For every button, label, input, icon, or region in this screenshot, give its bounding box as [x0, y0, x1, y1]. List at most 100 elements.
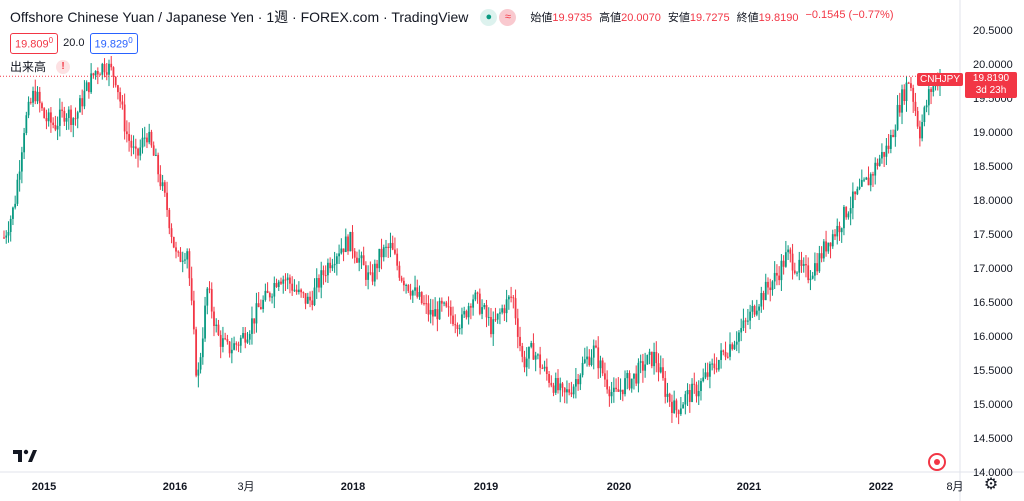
candle-body	[776, 272, 778, 276]
candle-body	[255, 303, 258, 324]
candle-body	[461, 314, 463, 329]
candle-body	[927, 89, 930, 106]
candle-body	[695, 384, 698, 397]
candle-body	[306, 296, 309, 304]
open-value: 19.9735	[552, 12, 593, 24]
candle-body	[717, 359, 720, 370]
candle-body	[47, 112, 50, 122]
ask-button[interactable]: 19.8290	[89, 33, 138, 54]
candle-body	[673, 400, 676, 413]
candle-body	[215, 324, 218, 327]
wave-icon[interactable]: ≈	[499, 8, 517, 26]
candle-body	[802, 264, 805, 266]
candle-body	[286, 277, 289, 281]
record-icon[interactable]	[928, 453, 946, 471]
last-price-tag: 19.8190 3d 23h	[965, 72, 1017, 98]
candle-body	[90, 73, 93, 93]
candle-body	[128, 134, 130, 141]
tradingview-logo-icon[interactable]	[10, 441, 38, 469]
circle-dot-icon[interactable]: ●	[480, 8, 498, 26]
candle-body	[907, 82, 910, 84]
candle-body	[146, 137, 148, 143]
candle-body	[648, 351, 651, 355]
candle-body	[764, 281, 767, 301]
candle-body	[771, 281, 774, 291]
candle-body	[210, 289, 213, 312]
warning-icon[interactable]: !	[56, 59, 71, 74]
candle-body	[713, 363, 716, 369]
volume-indicator[interactable]: 出来高 !	[10, 58, 71, 75]
candle-body	[796, 272, 798, 274]
candle-body	[297, 289, 300, 293]
candle-body	[539, 354, 542, 368]
gear-icon[interactable]: ⚙	[983, 476, 999, 493]
candle-body	[251, 318, 253, 334]
candle-body	[170, 228, 173, 237]
candle-body	[271, 296, 273, 298]
candle-body	[67, 109, 70, 119]
candle-body	[807, 265, 810, 281]
candle-body	[691, 383, 693, 402]
candle-body	[916, 111, 919, 127]
candle-body	[773, 272, 776, 282]
candle-body	[168, 209, 171, 229]
candle-body	[159, 174, 162, 187]
candle-body	[617, 389, 620, 392]
candle-body	[679, 408, 682, 415]
candle-body	[778, 275, 781, 281]
candle-body	[787, 249, 789, 253]
change-value: −0.1545 (−0.77%)	[805, 9, 894, 21]
candle-body	[335, 256, 338, 264]
candle-body	[601, 360, 604, 374]
candle-body	[181, 260, 184, 262]
candle-body	[72, 118, 75, 125]
candle-body	[918, 126, 921, 139]
candle-body	[467, 306, 470, 318]
candle-body	[52, 122, 55, 125]
candle-body	[512, 297, 515, 299]
candle-body	[541, 367, 544, 369]
candle-body	[311, 300, 314, 306]
price-tick-label: 18.5000	[973, 161, 1013, 173]
candle-body	[930, 89, 932, 92]
candle-body	[273, 282, 276, 297]
candle-body	[865, 177, 868, 180]
candle-body	[322, 270, 325, 276]
candle-body	[54, 124, 57, 130]
candle-body	[295, 289, 298, 293]
candle-body	[340, 248, 343, 254]
candle-body	[619, 389, 622, 392]
candle-body	[233, 343, 235, 350]
candle-body	[333, 263, 336, 266]
candle-body	[563, 387, 566, 393]
candle-body	[644, 364, 647, 371]
candle-body	[505, 299, 508, 314]
candle-body	[344, 236, 347, 253]
candle-body	[418, 292, 421, 297]
candle-body	[503, 308, 506, 314]
candle-body	[932, 86, 935, 92]
candle-body	[559, 383, 562, 391]
candle-body	[228, 341, 231, 354]
candle-body	[105, 72, 108, 75]
candle-body	[152, 145, 155, 156]
candle-body	[476, 292, 479, 294]
candle-body	[29, 101, 32, 103]
symbol-title[interactable]: Offshore Chinese Yuan / Japanese Yen · 1…	[10, 9, 469, 25]
candle-body	[595, 345, 597, 348]
bid-button[interactable]: 19.8090	[10, 33, 59, 54]
candle-body	[423, 303, 425, 305]
candle-body	[351, 231, 354, 252]
candle-body	[137, 148, 139, 156]
candle-body	[99, 74, 101, 76]
candle-body	[432, 309, 434, 317]
candle-body	[847, 213, 850, 218]
candle-body	[248, 333, 251, 340]
candle-body	[369, 272, 372, 274]
candle-body	[637, 362, 640, 384]
candle-body	[588, 356, 591, 366]
candle-body	[755, 310, 758, 315]
candle-body	[854, 191, 857, 195]
candle-body	[671, 401, 673, 413]
